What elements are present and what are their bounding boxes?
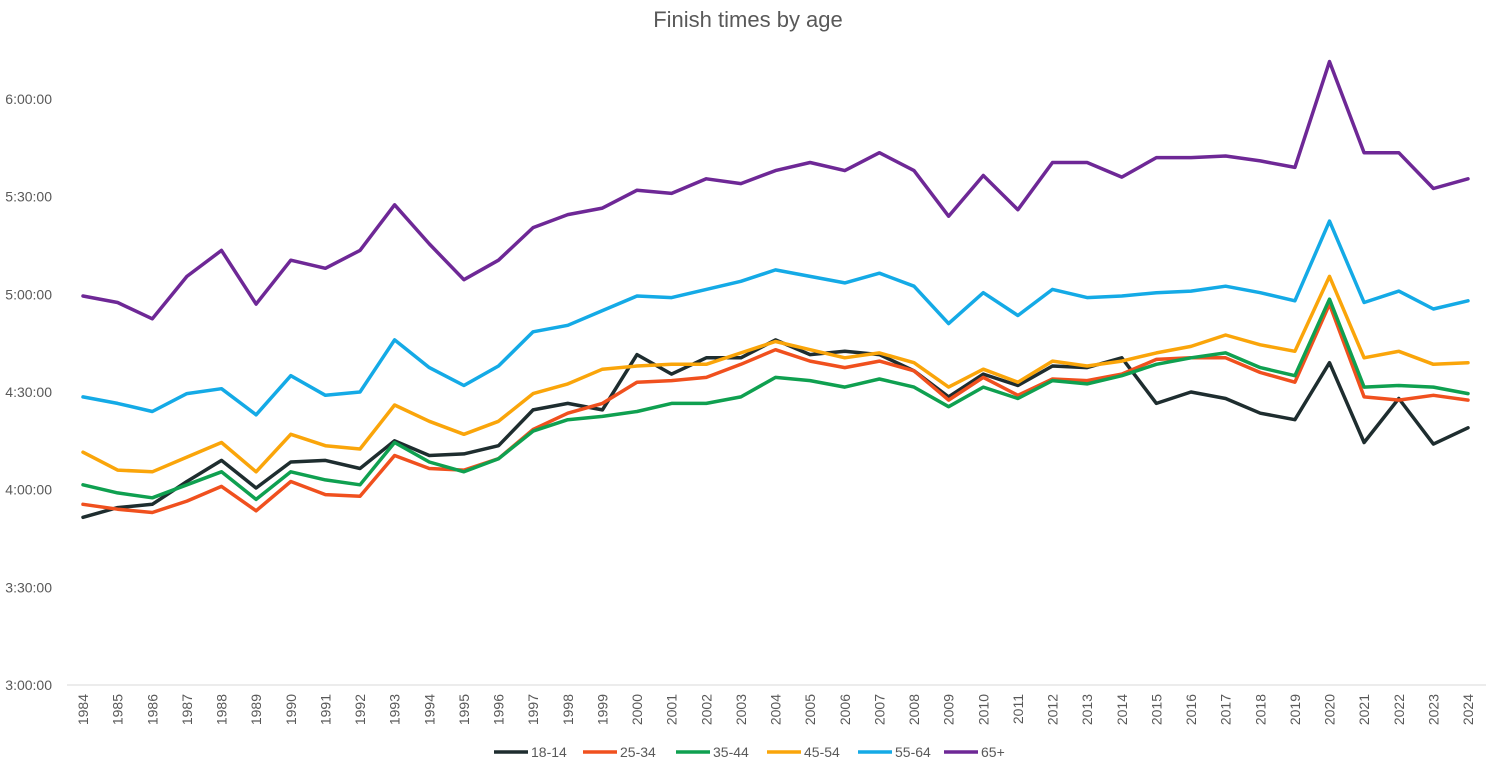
legend-label: 35-44: [713, 744, 749, 760]
x-tick-label: 2012: [1045, 694, 1061, 725]
x-tick-label: 2011: [1010, 694, 1026, 724]
x-tick-label: 1998: [560, 694, 576, 725]
x-tick-label: 1992: [352, 694, 368, 725]
x-tick-label: 1984: [75, 694, 91, 725]
y-tick-label: 3:00:00: [5, 677, 52, 693]
x-tick-label: 2023: [1425, 694, 1441, 725]
x-tick-label: 1988: [214, 694, 230, 725]
legend-item: 18-14: [494, 744, 567, 760]
legend-item: 25-34: [583, 744, 656, 760]
legend-label: 55-64: [895, 744, 931, 760]
x-tick-label: 2001: [664, 694, 680, 725]
series-group: [81, 59, 1470, 520]
x-axis: 1984 1985 1986 1987 1988 1989 1990 1991 1992 1993…: [67, 684, 1486, 725]
x-tick-label: 1993: [387, 694, 403, 725]
x-tick-label: 2000: [629, 694, 645, 725]
x-tick-label: 1995: [456, 694, 472, 725]
series-line-65+: [81, 59, 1470, 321]
series-line-45-54: [81, 274, 1470, 474]
x-tick-label: 1986: [144, 694, 160, 725]
x-tick-label: 2007: [871, 694, 887, 725]
y-tick-label: 3:30:00: [5, 579, 52, 595]
series-line-35-44: [81, 297, 1470, 502]
legend-item: 35-44: [676, 744, 749, 760]
x-tick-label: 1991: [317, 694, 333, 725]
x-tick-label: 2014: [1114, 694, 1130, 725]
y-tick-label: 6:00:00: [5, 91, 52, 107]
x-tick-label: 1999: [594, 694, 610, 725]
x-tick-label: 2018: [1252, 694, 1268, 725]
legend-item: 65+: [944, 744, 1005, 760]
x-tick-label: 2020: [1322, 694, 1338, 725]
x-tick-label: 2009: [941, 694, 957, 725]
x-tick-label: 2021: [1356, 694, 1372, 725]
x-tick-label: 1994: [421, 694, 437, 725]
x-tick-label: 1997: [525, 694, 541, 725]
y-axis: 3:00:00 3:30:00 4:00:00 4:30:00 5:00:00 5:30:…: [5, 91, 52, 693]
x-tick-label: 2015: [1148, 694, 1164, 725]
y-tick-label: 4:30:00: [5, 384, 52, 400]
x-tick-label: 2019: [1287, 694, 1303, 725]
series-line-55-64: [81, 219, 1470, 417]
x-tick-label: 2005: [802, 694, 818, 725]
x-tick-label: 2006: [837, 694, 853, 725]
x-tick-label: 2024: [1460, 694, 1476, 725]
chart-title: Finish times by age: [653, 7, 843, 32]
legend-label: 65+: [981, 744, 1005, 760]
x-tick-label: 2004: [768, 694, 784, 725]
legend-label: 18-14: [531, 744, 567, 760]
x-tick-label: 2010: [975, 694, 991, 725]
x-tick-label: 1996: [491, 694, 507, 725]
x-tick-label: 1989: [248, 694, 264, 725]
y-tick-label: 5:00:00: [5, 286, 52, 302]
y-tick-label: 5:30:00: [5, 189, 52, 205]
x-tick-label: 2003: [733, 694, 749, 725]
x-tick-label: 2016: [1183, 694, 1199, 725]
x-tick-label: 2002: [698, 694, 714, 725]
legend-item: 45-54: [767, 744, 840, 760]
legend-label: 45-54: [804, 744, 840, 760]
x-tick-label: 2013: [1079, 694, 1095, 725]
x-tick-label: 1985: [110, 694, 126, 725]
x-tick-label: 2017: [1218, 694, 1234, 725]
x-tick-label: 1987: [179, 694, 195, 725]
legend-label: 25-34: [620, 744, 656, 760]
legend: 18-14 25-34 35-44 45-54 55-64 65+: [494, 744, 1005, 760]
series-line-25-34: [81, 302, 1470, 515]
x-tick-label: 2022: [1391, 694, 1407, 725]
x-tick-label: 1990: [283, 694, 299, 725]
y-tick-label: 4:00:00: [5, 482, 52, 498]
x-tick-label: 2008: [906, 694, 922, 725]
legend-item: 55-64: [858, 744, 931, 760]
